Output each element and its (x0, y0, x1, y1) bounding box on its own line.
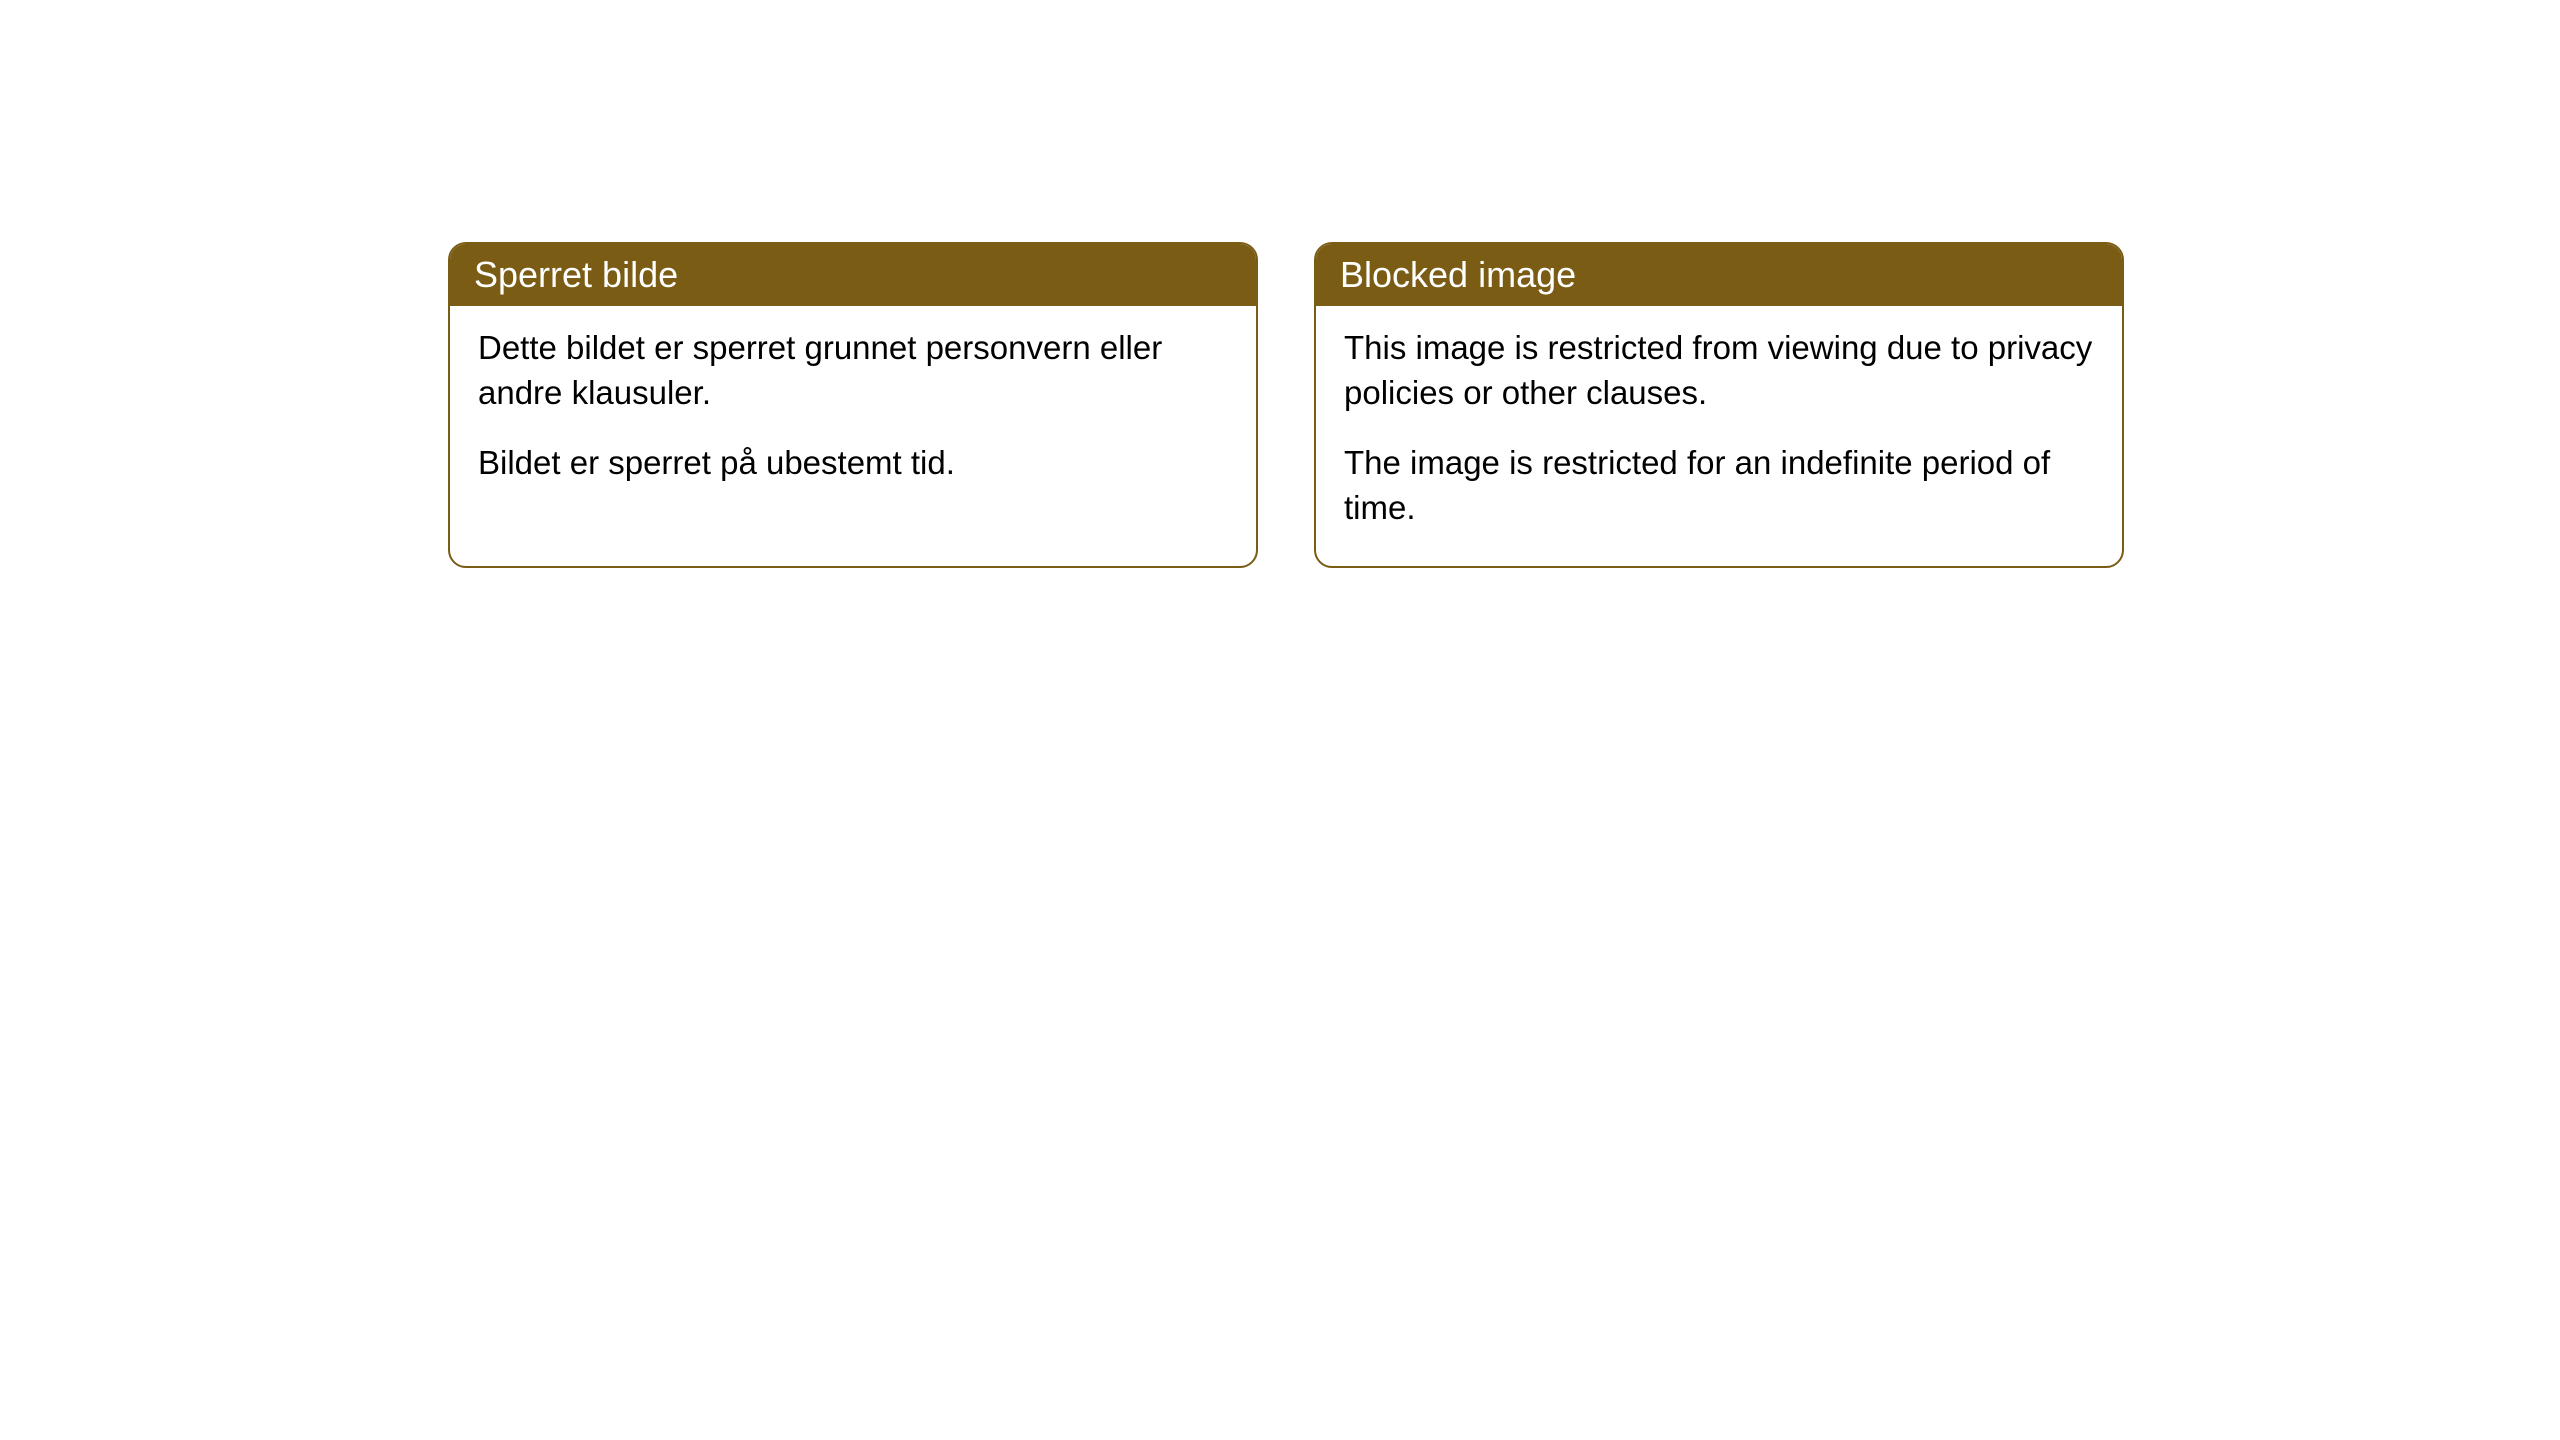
card-paragraph: This image is restricted from viewing du… (1344, 326, 2094, 415)
card-title: Sperret bilde (474, 254, 678, 295)
card-paragraph: Dette bildet er sperret grunnet personve… (478, 326, 1228, 415)
card-header: Sperret bilde (450, 244, 1256, 306)
card-paragraph: Bildet er sperret på ubestemt tid. (478, 441, 1228, 486)
notice-card-english: Blocked image This image is restricted f… (1314, 242, 2124, 568)
card-paragraph: The image is restricted for an indefinit… (1344, 441, 2094, 530)
notice-card-norwegian: Sperret bilde Dette bildet er sperret gr… (448, 242, 1258, 568)
card-header: Blocked image (1316, 244, 2122, 306)
card-body: This image is restricted from viewing du… (1316, 306, 2122, 566)
notice-container: Sperret bilde Dette bildet er sperret gr… (448, 242, 2124, 568)
card-body: Dette bildet er sperret grunnet personve… (450, 306, 1256, 522)
card-title: Blocked image (1340, 254, 1576, 295)
